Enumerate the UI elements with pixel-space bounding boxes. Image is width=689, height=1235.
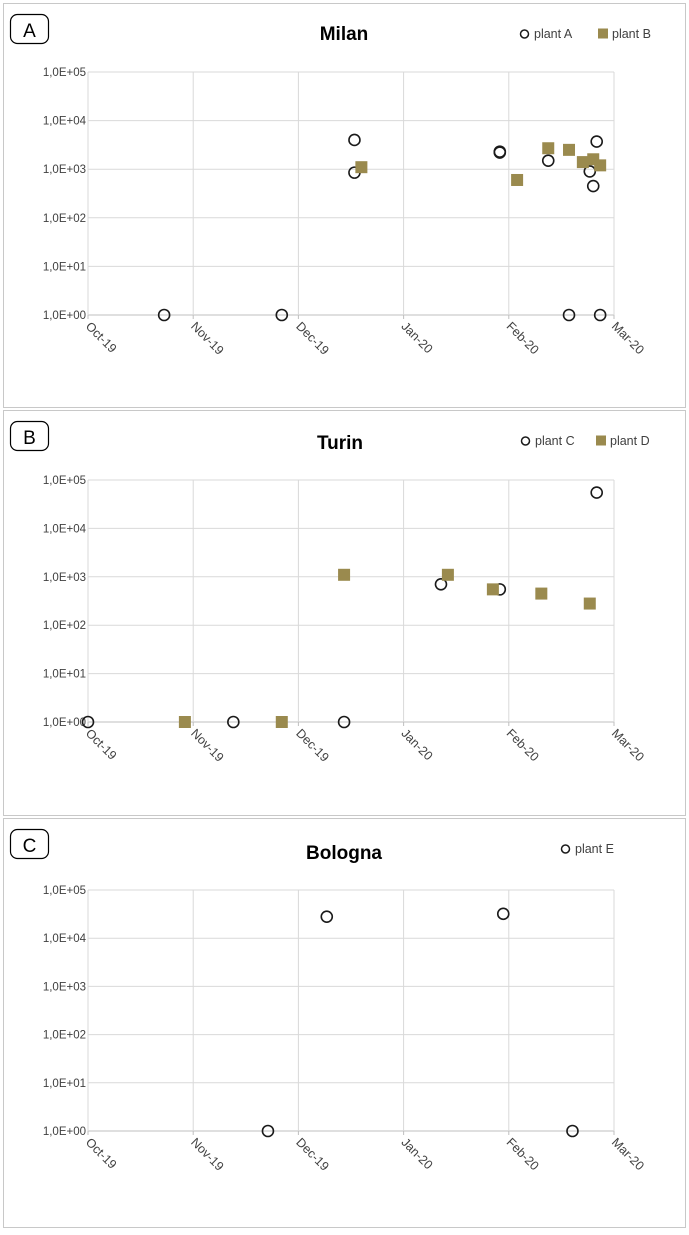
y-tick-label: 1,0E+04 — [43, 933, 87, 945]
point-plant-a — [586, 179, 600, 193]
y-tick-label: 1,0E+02 — [43, 213, 86, 225]
chart-title: Turin — [317, 433, 363, 454]
panel-frame — [3, 410, 686, 816]
point-plant-e — [566, 1124, 579, 1138]
data-points — [157, 133, 607, 322]
legend-item-plant-d: plant D — [596, 434, 650, 448]
point-plant-d — [441, 568, 454, 581]
panel-label-box: C — [9, 828, 50, 860]
point-plant-a — [493, 146, 507, 159]
y-tick-label: 1,0E+00 — [43, 1126, 86, 1138]
point-plant-a — [562, 308, 576, 322]
point-plant-c — [434, 577, 448, 591]
point-plant-c — [81, 715, 95, 729]
y-tick-label: 1,0E+05 — [43, 67, 86, 79]
legend-square-marker — [596, 435, 606, 446]
panel-label-frame — [9, 420, 50, 452]
point-plant-e — [320, 910, 334, 923]
panel-frame — [3, 3, 686, 408]
y-tick-label: 1,0E+00 — [43, 310, 86, 322]
y-tick-label: 1,0E+02 — [43, 1030, 86, 1042]
y-tick-label: 1,0E+03 — [43, 164, 86, 176]
legend-circle-marker — [560, 844, 571, 854]
legend-label: plant C — [535, 434, 575, 448]
legend-label: plant B — [612, 27, 651, 41]
panel-label: B — [23, 428, 36, 449]
point-plant-a — [583, 165, 597, 178]
legend-item-plant-a: plant A — [519, 27, 573, 41]
point-plant-d — [275, 716, 288, 728]
chart-title: Bologna — [306, 843, 382, 864]
legend-circle-marker — [519, 29, 530, 39]
point-plant-d — [338, 568, 351, 581]
data-points — [81, 486, 603, 729]
y-tick-label: 1,0E+01 — [43, 1078, 86, 1090]
point-plant-a — [593, 308, 607, 322]
point-plant-b — [542, 142, 555, 155]
legend-label: plant D — [610, 434, 650, 448]
point-plant-a — [348, 133, 361, 147]
legend-label: plant E — [575, 842, 614, 856]
data-points — [261, 907, 579, 1138]
legend: plant E — [560, 842, 614, 856]
panel-label: C — [23, 836, 37, 857]
point-plant-b — [576, 156, 589, 169]
legend-item-plant-b: plant B — [598, 27, 651, 41]
y-tick-label: 1,0E+04 — [43, 523, 87, 535]
legend-label: plant A — [534, 27, 573, 41]
legend: plant C plant D — [520, 434, 650, 448]
chart-title: Milan — [320, 24, 369, 45]
point-plant-c — [227, 715, 240, 729]
point-plant-d — [486, 583, 499, 596]
y-tick-label: 1,0E+00 — [43, 717, 86, 729]
y-tick-label: 1,0E+05 — [43, 475, 86, 487]
point-plant-d — [535, 587, 548, 600]
legend-square-marker — [598, 28, 608, 39]
y-tick-label: 1,0E+01 — [43, 669, 86, 681]
legend-circle-marker — [520, 436, 531, 446]
chart-panel-a: A Milan 1,0E+00 1,0E+01 1,0E+02 1,0E+03 1,0E+0… — [3, 3, 686, 408]
point-plant-a — [541, 154, 555, 167]
chart-panel-c: C Bologna 1,0E+00 1,0E+01 1,0E+02 1,0E+03 1,0E… — [3, 818, 686, 1228]
y-tick-label: 1,0E+05 — [43, 885, 86, 897]
point-plant-b — [594, 159, 607, 172]
legend-item-plant-e: plant E — [560, 842, 614, 856]
y-tick-label: 1,0E+03 — [43, 981, 86, 993]
y-tick-label: 1,0E+01 — [43, 261, 86, 273]
y-tick-label: 1,0E+04 — [43, 116, 87, 128]
y-tick-label: 1,0E+02 — [43, 620, 86, 632]
panel-label-box: B — [9, 420, 50, 452]
panel-label-box: A — [9, 13, 50, 45]
panel-label: A — [23, 21, 36, 42]
point-plant-c — [337, 715, 351, 729]
point-plant-a — [157, 308, 171, 322]
point-plant-e — [261, 1124, 275, 1138]
point-plant-d — [583, 597, 596, 610]
panel-label-frame — [9, 13, 50, 45]
chart-panel-b: B Turin 1,0E+00 1,0E+01 1,0E+02 1,0E+03 1,0E+0… — [3, 410, 686, 816]
legend: plant A plant B — [519, 27, 651, 41]
panel-label-frame — [9, 828, 50, 860]
panel-frame — [3, 818, 686, 1228]
legend-item-plant-c: plant C — [520, 434, 575, 448]
point-plant-d — [178, 716, 191, 728]
point-plant-a — [590, 135, 603, 148]
point-plant-e — [496, 907, 510, 921]
y-tick-label: 1,0E+03 — [43, 572, 86, 584]
point-plant-a — [275, 308, 289, 322]
point-plant-b — [563, 143, 576, 156]
point-plant-b — [355, 161, 368, 174]
point-plant-c — [590, 486, 603, 499]
point-plant-b — [511, 173, 524, 186]
